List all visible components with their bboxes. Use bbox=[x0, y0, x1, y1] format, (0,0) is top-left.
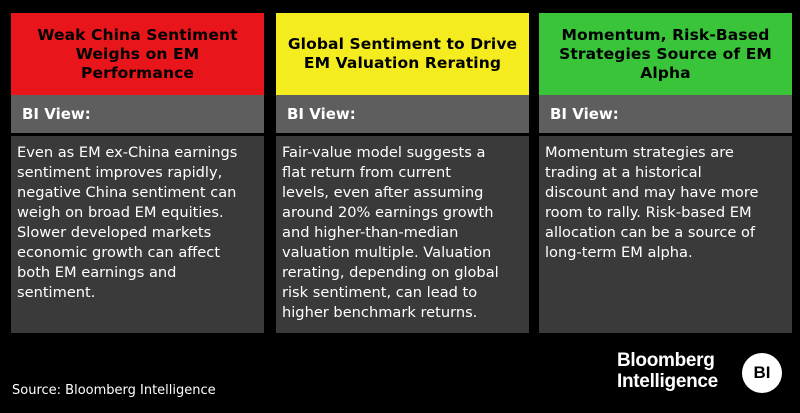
body-line: discount and may have more bbox=[545, 184, 759, 201]
body-line: sentiment improves rapidly, bbox=[17, 164, 223, 181]
source-note: Source: Bloomberg Intelligence bbox=[12, 383, 216, 398]
divider bbox=[539, 133, 792, 136]
panel-header: Global Sentiment to Drive EM Valuation R… bbox=[276, 13, 529, 95]
body-line: higher benchmark returns. bbox=[282, 304, 478, 321]
panel-title-line: EM Valuation Rerating bbox=[303, 54, 502, 72]
bi-view-label: BI View: bbox=[11, 95, 264, 133]
body-line: negative China sentiment can bbox=[17, 184, 237, 201]
divider bbox=[276, 133, 529, 136]
panel-title-line: Weak China Sentiment bbox=[37, 25, 238, 44]
logo-line: Intelligence bbox=[617, 371, 718, 392]
panel-body: Momentum strategies are trading at a his… bbox=[539, 136, 792, 333]
panel-header: Momentum, Risk-Based Strategies Source o… bbox=[539, 13, 792, 95]
panel-china-sentiment: Weak China Sentiment Weighs on EM Perfor… bbox=[11, 13, 264, 333]
logo-line: Bloomberg bbox=[617, 350, 715, 371]
body-line: weigh on broad EM equities. bbox=[17, 204, 224, 221]
body-line: valuation multiple. Valuation bbox=[282, 244, 492, 261]
panel-title-line: Global Sentiment to Drive bbox=[287, 35, 518, 53]
body-line: long-term EM alpha. bbox=[545, 244, 693, 261]
bloomberg-intelligence-logo: Bloomberg Intelligence bbox=[617, 350, 718, 392]
body-line: around 20% earnings growth bbox=[282, 204, 494, 221]
panel-momentum-strategies: Momentum, Risk-Based Strategies Source o… bbox=[539, 13, 792, 333]
body-line: Slower developed markets bbox=[17, 224, 212, 241]
panel-title-line: Weighs on EM Performance bbox=[75, 44, 200, 82]
panel-title-line: Alpha bbox=[640, 63, 691, 82]
body-line: flat return from current bbox=[282, 164, 452, 181]
panel-header: Weak China Sentiment Weighs on EM Perfor… bbox=[11, 13, 264, 95]
body-line: Fair-value model suggests a bbox=[282, 144, 486, 161]
panel-body: Fair-value model suggests a flat return … bbox=[276, 136, 529, 333]
body-line: and higher-than-median bbox=[282, 224, 459, 241]
body-line: risk sentiment, can lead to bbox=[282, 284, 478, 301]
body-line: room to rally. Risk-based EM bbox=[545, 204, 752, 221]
body-line: trading at a historical bbox=[545, 164, 702, 181]
bi-view-label: BI View: bbox=[276, 95, 529, 133]
body-line: rerating, depending on global bbox=[282, 264, 499, 281]
panel-title-line: Strategies Source of EM bbox=[559, 44, 772, 63]
body-line: Momentum strategies are bbox=[545, 144, 734, 161]
body-line: levels, even after assuming bbox=[282, 184, 484, 201]
body-line: Even as EM ex-China earnings bbox=[17, 144, 238, 161]
panel-body: Even as EM ex-China earnings sentiment i… bbox=[11, 136, 264, 333]
body-line: allocation can be a source of bbox=[545, 224, 756, 241]
body-line: both EM earnings and bbox=[17, 264, 177, 281]
body-line: economic growth can affect bbox=[17, 244, 221, 261]
bi-badge-icon: BI bbox=[742, 353, 782, 393]
body-line: sentiment. bbox=[17, 284, 96, 301]
panel-title-line: Momentum, Risk-Based bbox=[561, 25, 770, 44]
divider bbox=[11, 133, 264, 136]
bi-view-label: BI View: bbox=[539, 95, 792, 133]
panel-global-sentiment: Global Sentiment to Drive EM Valuation R… bbox=[276, 13, 529, 333]
